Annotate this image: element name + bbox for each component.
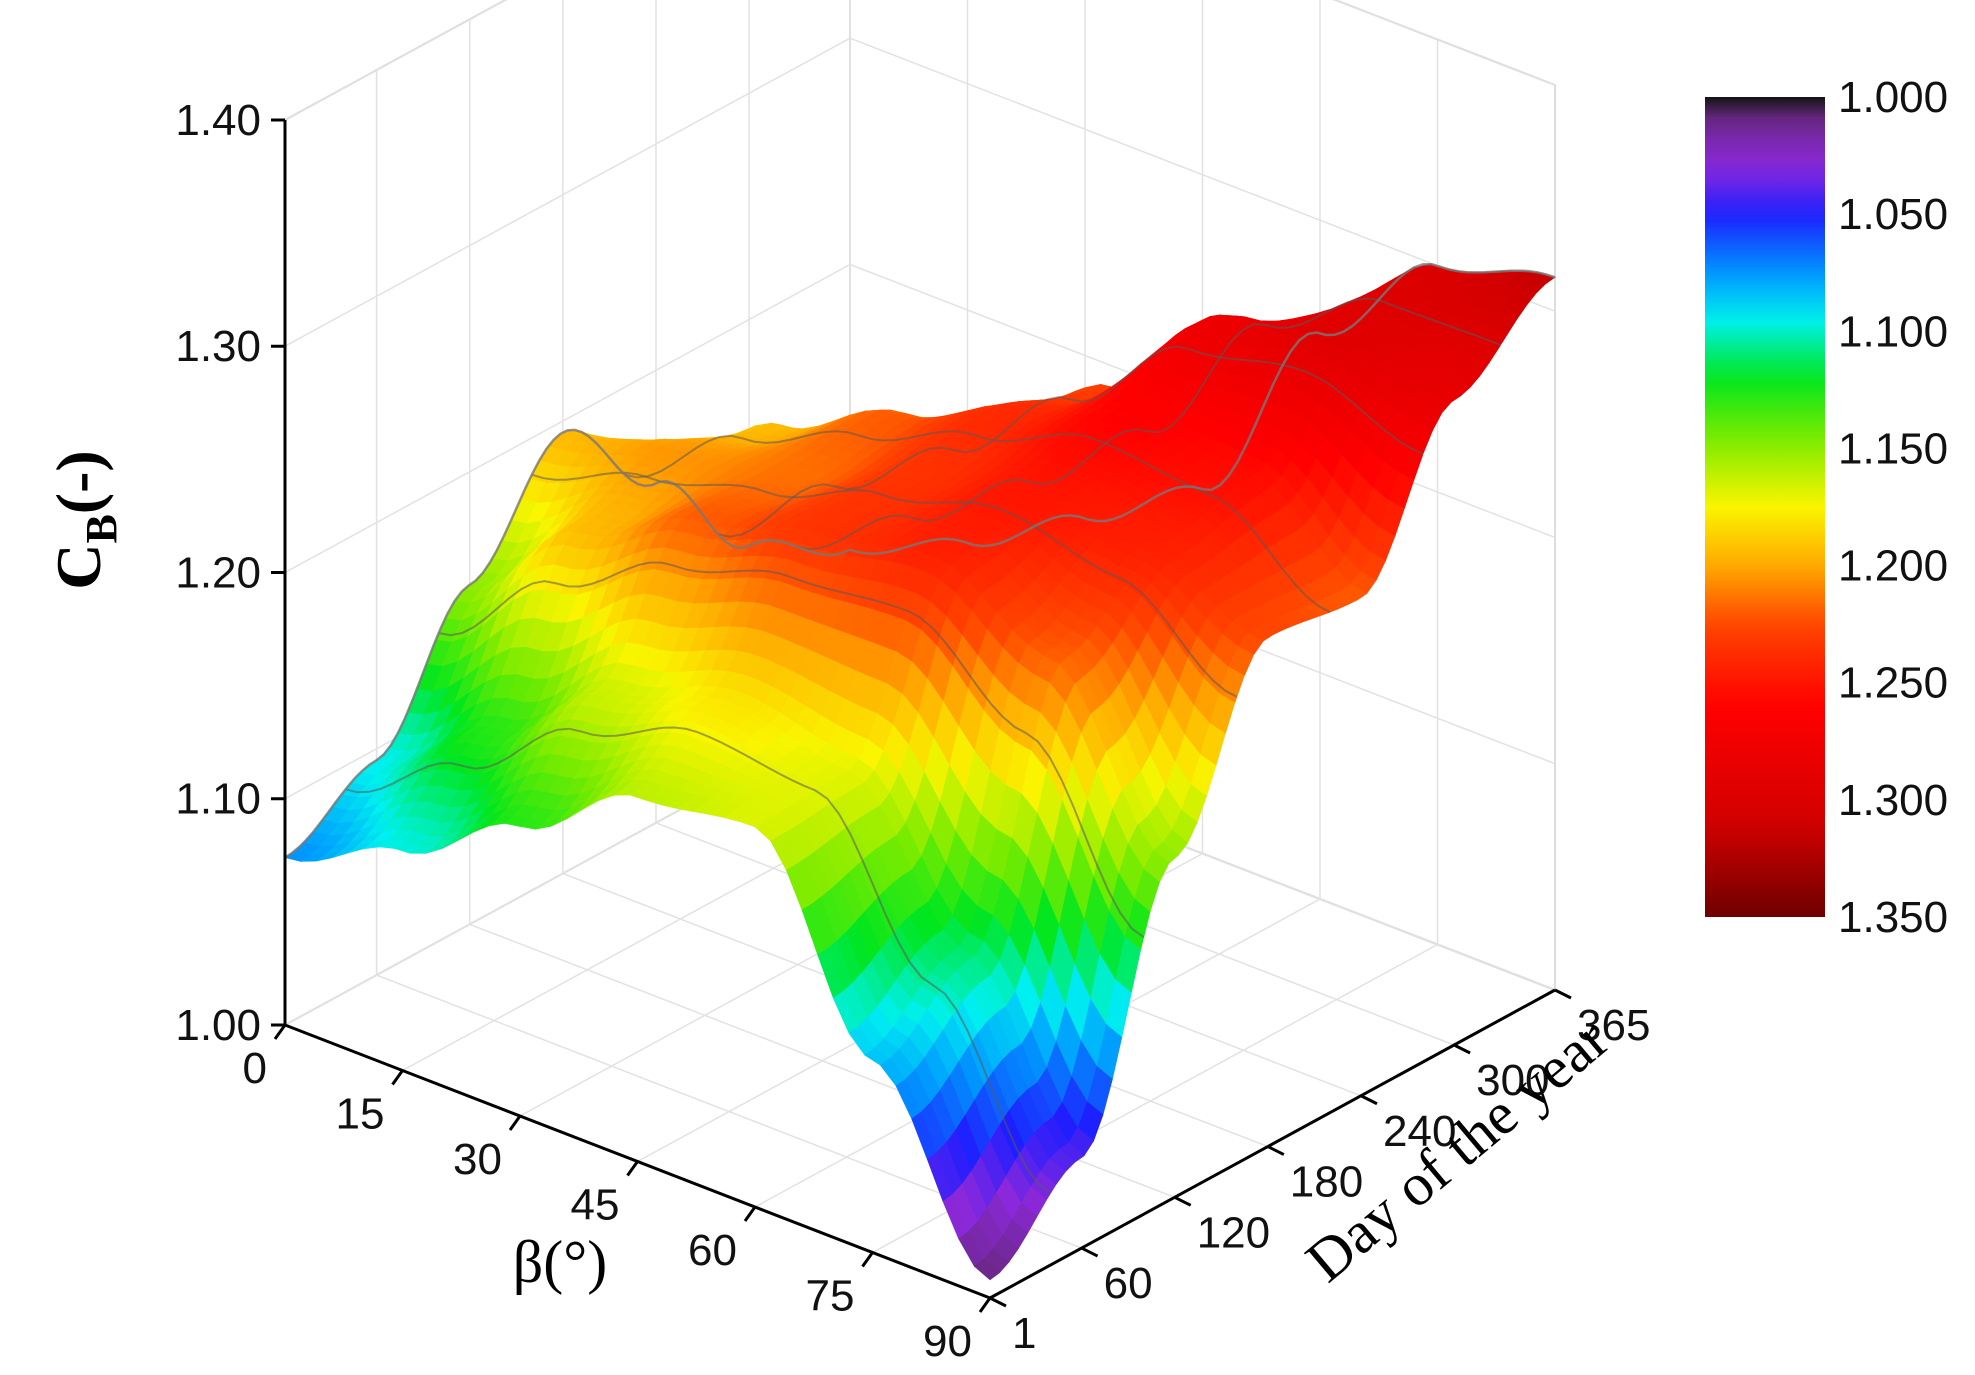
- x-tick: [861, 1251, 874, 1268]
- y-tick-label: 365: [1577, 1001, 1650, 1050]
- y-tick: [1174, 1195, 1192, 1207]
- z-gridline: [284, 0, 1556, 121]
- svg-text:CB(-): CB(-): [43, 450, 126, 590]
- surface-contour: [438, 561, 1145, 938]
- z-tick-label: 1.00: [175, 1001, 261, 1050]
- colorbar-tick-label: 1.350: [1838, 893, 1948, 942]
- z-tick-label: 1.40: [175, 96, 261, 145]
- y-tick: [1080, 1246, 1099, 1258]
- z-tick-label: 1.10: [175, 775, 261, 824]
- y-gridline: [375, 70, 1082, 1249]
- surface-contour: [717, 345, 1424, 538]
- x-tick: [743, 1206, 757, 1222]
- x-tick-label: 90: [923, 1317, 972, 1366]
- y-tick: [989, 1296, 1007, 1308]
- x-tick: [391, 1069, 404, 1086]
- y-tick-label: 300: [1476, 1056, 1549, 1105]
- x-tick-label: 30: [453, 1135, 502, 1184]
- surface-edge-day365: [849, 262, 1556, 555]
- surface-plot: [284, 262, 1556, 1281]
- y-tick: [1360, 1094, 1378, 1106]
- surface-contour: [795, 297, 1502, 551]
- colorbar-tick-label: 1.050: [1838, 190, 1948, 239]
- x-tick-label: 75: [806, 1272, 855, 1321]
- colorbar-tick-label: 1.150: [1838, 424, 1948, 473]
- surface-contour: [345, 726, 1052, 1195]
- colorbar-tick-label: 1.100: [1838, 307, 1948, 356]
- x-tick: [273, 1024, 287, 1040]
- x-tick-label: 15: [336, 1090, 385, 1139]
- z-axis-label-sub: B: [77, 514, 126, 543]
- x-axis-label: β(°): [513, 1229, 607, 1295]
- colorbar-tick-label: 1.250: [1838, 659, 1948, 708]
- y-tick-label: 180: [1290, 1158, 1363, 1207]
- y-axis-line: [989, 988, 1556, 1300]
- surface-contour: [624, 430, 1331, 613]
- y-tick-label: 1: [1012, 1309, 1036, 1358]
- surface-patch: [973, 1258, 1000, 1281]
- y-axis-label: Day of the year: [1294, 1005, 1621, 1294]
- x-tick-label: 60: [688, 1226, 737, 1275]
- y-tick-label: 60: [1104, 1259, 1153, 1308]
- x-tick-label: 45: [571, 1181, 620, 1230]
- z-tick-label: 1.20: [175, 549, 261, 598]
- x-tick: [508, 1115, 522, 1131]
- z-axis-label-main: C: [43, 544, 114, 590]
- x-tick: [626, 1160, 639, 1177]
- surface-contour: [531, 471, 1238, 698]
- colorbar-scale: [1705, 97, 1825, 917]
- y-tick-label: 240: [1383, 1107, 1456, 1156]
- z-tick-label: 1.30: [175, 322, 261, 371]
- surface-edge-beta0: [284, 428, 851, 859]
- y-tick: [1453, 1043, 1471, 1055]
- axis-ticks: 1.00 1.10 1.20 1.30 1.40 0 15 30 45 60 75 90 1 60 120 1…: [175, 96, 1650, 1366]
- colorbar-tick-label: 1.200: [1838, 542, 1948, 591]
- x-tick-label: 0: [243, 1044, 267, 1093]
- z-axis-label: CB(-): [43, 450, 126, 590]
- y-tick: [1554, 988, 1572, 1000]
- colorbar-tick-label: 1.000: [1838, 73, 1948, 122]
- colorbar: 1.000 1.050 1.100 1.150 1.200 1.250 1.300 1.350: [1705, 73, 1948, 942]
- y-tick: [1267, 1145, 1285, 1156]
- x-tick: [978, 1297, 992, 1313]
- y-tick-label: 120: [1197, 1208, 1270, 1257]
- z-axis-label-suffix: (-): [43, 450, 114, 514]
- colorbar-tick-label: 1.300: [1838, 776, 1948, 825]
